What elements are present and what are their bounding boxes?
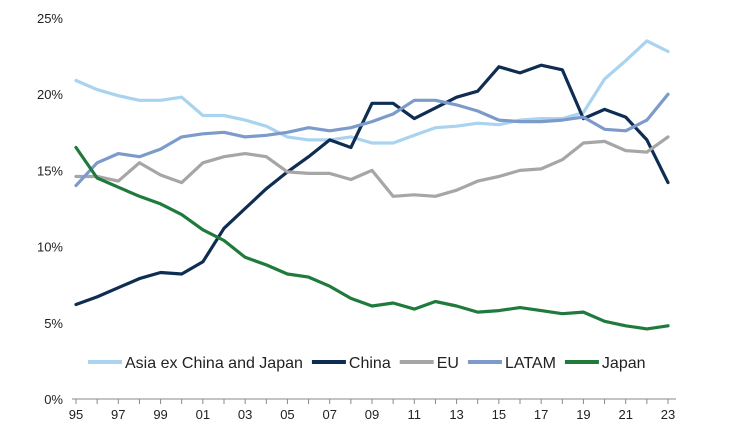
y-tick-label: 20% [37, 87, 63, 102]
x-tick-label: 01 [196, 407, 210, 422]
x-axis-ticks: 95 97 99 01 03 05 07 09 11 13 15 17 19 21 23 [69, 399, 675, 422]
legend-label: LATAM [505, 355, 556, 372]
legend-label: Asia ex China and Japan [125, 355, 303, 372]
series-lines [74, 39, 670, 331]
x-tick-label: 97 [111, 407, 125, 422]
series-line-japan [74, 145, 670, 331]
y-tick-label: 10% [37, 240, 63, 255]
x-tick-label: 23 [661, 407, 675, 422]
y-tick-label: 5% [44, 316, 63, 331]
x-tick-label: 17 [534, 407, 548, 422]
x-tick-label: 07 [322, 407, 336, 422]
y-axis-tick-labels: 0% 5% 10% 15% 20% 25% [37, 11, 63, 407]
x-tick-label: 03 [238, 407, 252, 422]
x-tick-label: 15 [492, 407, 506, 422]
y-tick-label: 15% [37, 163, 63, 178]
x-tick-label: 13 [449, 407, 463, 422]
series-line-latam [74, 92, 670, 188]
x-tick-label: 99 [153, 407, 167, 422]
series-line-china [74, 63, 670, 307]
x-tick-label: 09 [365, 407, 379, 422]
legend-label: Japan [602, 355, 646, 372]
x-tick-label: 11 [408, 407, 422, 422]
legend: Asia ex China and Japan China EU LATAM Japan [88, 355, 646, 372]
x-tick-label: 21 [618, 407, 632, 422]
x-tick-label: 19 [576, 407, 590, 422]
y-tick-label: 0% [44, 392, 63, 407]
series-line-eu [74, 135, 670, 198]
x-tick-label: 05 [280, 407, 294, 422]
legend-label: China [349, 355, 391, 372]
legend-label: EU [437, 355, 459, 372]
x-tick-label: 95 [69, 407, 83, 422]
series-line-asia-ex-china-and-japan [74, 39, 670, 145]
y-tick-label: 25% [37, 11, 63, 26]
